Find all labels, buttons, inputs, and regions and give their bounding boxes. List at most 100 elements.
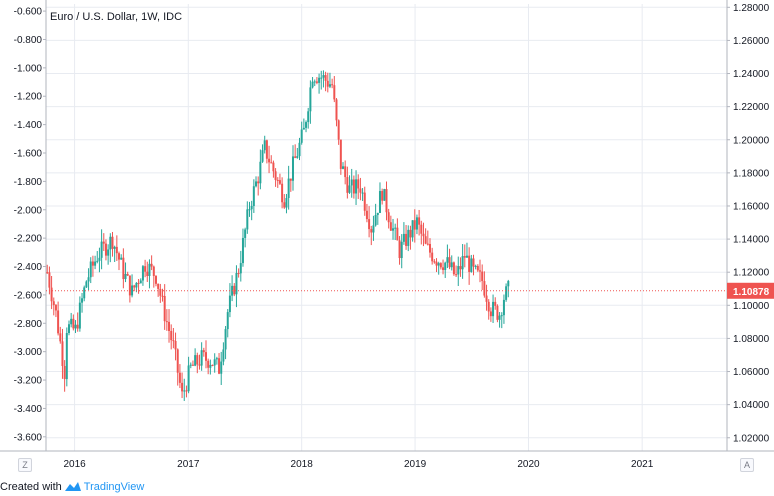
right-tick-label: 1.28000	[733, 3, 770, 14]
candle-body	[194, 355, 197, 366]
candle-body	[492, 301, 495, 317]
candle-body	[85, 281, 88, 288]
candle-body	[335, 99, 338, 121]
candle-body	[161, 295, 164, 297]
candle-body	[233, 285, 236, 295]
candle-body	[239, 263, 242, 274]
candle-body	[172, 340, 175, 342]
tradingview-link[interactable]: TradingView	[64, 481, 144, 493]
right-tick-label: 1.12000	[733, 268, 770, 279]
candle-body	[344, 166, 347, 178]
candle-body	[261, 150, 264, 162]
candle-body	[237, 273, 240, 275]
candle-body	[328, 84, 331, 87]
candle-body	[428, 243, 431, 253]
auto-scale-toggle[interactable]: A	[740, 458, 754, 472]
candle-body	[424, 236, 427, 244]
footer-prefix: Created with	[0, 481, 62, 493]
candle-body	[361, 192, 364, 194]
candle-body	[352, 179, 355, 194]
candle-body	[139, 280, 142, 284]
candle-body	[457, 266, 460, 275]
candle-body	[381, 191, 384, 201]
candle-body	[313, 81, 316, 83]
candle-body	[185, 390, 188, 392]
candle-body	[433, 261, 436, 263]
candle-body	[168, 321, 171, 331]
candle-body	[468, 255, 471, 272]
candle-body	[339, 139, 342, 169]
candle-body	[137, 282, 140, 284]
chart-area[interactable]: -0.600 -0.800 -1.000 -1.200 -1.400 -1.600 -1.8…	[0, 0, 774, 476]
candle-body	[244, 229, 247, 238]
candle-body	[96, 260, 99, 262]
candle-body	[461, 256, 464, 270]
candle-body	[202, 350, 205, 353]
candle-body	[374, 214, 377, 226]
candle-body	[248, 209, 251, 211]
candle-body	[276, 179, 279, 181]
candle-body	[118, 253, 121, 260]
candle-body	[405, 233, 408, 246]
left-tick-label: -1.200	[14, 92, 43, 103]
candle-body	[470, 258, 473, 272]
candle-body	[376, 212, 379, 215]
candle-body	[98, 257, 101, 261]
candle-body	[465, 255, 468, 258]
candle-body	[250, 206, 253, 210]
candle-body	[65, 333, 68, 380]
candle-body	[100, 241, 103, 258]
x-tick-label: 2021	[631, 459, 654, 470]
candle-body	[94, 261, 97, 266]
candle-body	[431, 252, 434, 262]
candle-body	[311, 81, 314, 88]
candle-body	[400, 241, 403, 259]
candles-group	[46, 70, 510, 401]
right-tick-label: 1.10000	[733, 301, 770, 312]
candle-body	[302, 127, 305, 130]
candle-body	[315, 81, 318, 83]
candle-body	[500, 315, 503, 317]
candle-body	[415, 217, 418, 230]
left-tick-label: -2.800	[14, 319, 43, 330]
candle-body	[272, 162, 275, 172]
left-tick-label: -0.600	[14, 7, 43, 18]
candle-body	[204, 352, 207, 361]
candle-body	[281, 183, 284, 203]
left-tick-label: -2.600	[14, 290, 43, 301]
candle-body	[287, 178, 290, 199]
price-chart[interactable]: -0.600 -0.800 -1.000 -1.200 -1.400 -1.600 -1.8…	[0, 0, 774, 476]
candle-body	[289, 178, 292, 181]
candle-body	[187, 365, 190, 392]
candle-body	[407, 229, 410, 246]
candle-body	[300, 129, 303, 143]
log-scale-toggle[interactable]: Z	[18, 458, 32, 472]
x-tick-label: 2018	[291, 459, 314, 470]
candle-body	[333, 85, 336, 100]
left-tick-label: -0.800	[14, 35, 43, 46]
candle-body	[392, 228, 395, 231]
candle-body	[131, 285, 134, 296]
candle-body	[265, 140, 268, 159]
candle-body	[215, 358, 218, 360]
candle-body	[174, 340, 177, 350]
candle-body	[363, 192, 366, 211]
candle-body	[126, 273, 129, 276]
candle-body	[235, 273, 238, 295]
candle-body	[342, 166, 345, 169]
candle-body	[481, 271, 484, 282]
candle-body	[63, 365, 66, 380]
candle-body	[385, 189, 388, 213]
candle-body	[463, 256, 466, 258]
candle-body	[435, 261, 438, 266]
candle-body	[218, 358, 221, 374]
candle-body	[191, 364, 194, 366]
candle-body	[163, 296, 166, 322]
candle-body	[152, 266, 155, 276]
chart-title: Euro / U.S. Dollar, 1W, IDC	[50, 11, 183, 23]
candle-body	[409, 229, 412, 238]
candle-body	[439, 263, 442, 268]
candle-body	[83, 287, 86, 299]
tradingview-logo-icon	[64, 482, 81, 491]
candle-body	[294, 156, 297, 158]
